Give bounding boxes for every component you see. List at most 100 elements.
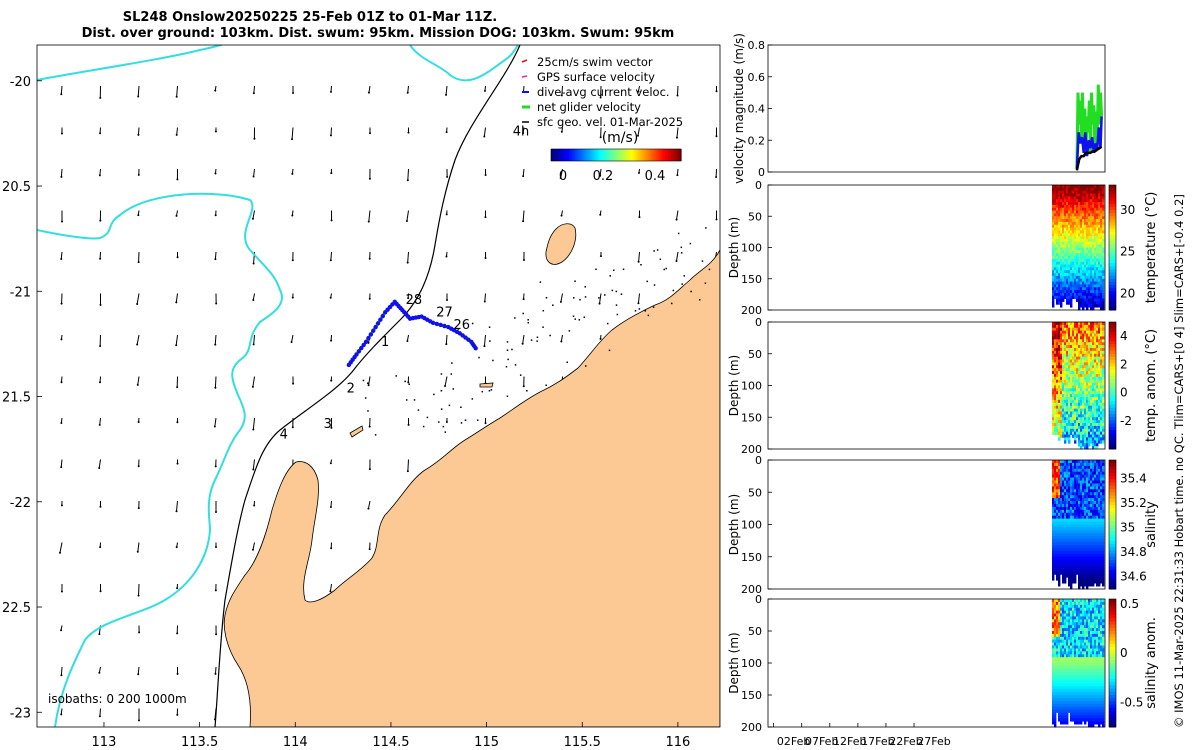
section-cell	[1060, 465, 1063, 470]
section-cell	[1068, 322, 1071, 326]
section-cell	[1060, 553, 1063, 558]
islet	[481, 390, 484, 393]
section-cell	[1078, 408, 1081, 412]
section-cell	[1080, 330, 1083, 334]
section-cell	[1080, 250, 1083, 254]
section-cell	[1082, 301, 1085, 305]
section-cell	[1102, 236, 1105, 240]
section-cell	[1086, 270, 1089, 274]
section-cell	[1080, 674, 1083, 678]
section-cell	[1068, 574, 1071, 578]
section-cell	[1078, 465, 1081, 470]
section-cell	[1068, 471, 1071, 476]
section-cell	[1080, 301, 1083, 305]
section-cell	[1070, 639, 1073, 644]
section-cell	[1084, 568, 1087, 572]
section-cell	[1078, 417, 1081, 421]
section-cell	[1066, 258, 1069, 263]
section-cell	[1074, 440, 1077, 444]
section-cell	[1070, 601, 1073, 606]
section-cell	[1052, 715, 1055, 719]
section-cell	[1088, 480, 1091, 484]
current-vector	[176, 500, 178, 512]
current-vector-head	[368, 257, 371, 260]
section-cell	[1068, 202, 1071, 206]
section-cell	[1080, 553, 1083, 558]
section-cell	[1100, 388, 1103, 392]
section-cell	[1068, 336, 1071, 340]
section-cell	[1080, 425, 1083, 430]
section-cell	[1068, 339, 1071, 343]
section-cell	[1088, 477, 1091, 481]
section-cell	[1060, 199, 1063, 203]
section-cell	[1058, 253, 1061, 257]
current-vector-head	[445, 255, 448, 258]
section-cell	[1092, 533, 1095, 537]
section-cell	[1064, 574, 1067, 578]
current-vector-head	[367, 507, 370, 510]
section-cell	[1058, 379, 1061, 384]
section-cell	[1058, 622, 1061, 626]
section-cell	[1068, 559, 1071, 564]
current-vector	[368, 210, 371, 222]
section-cell	[1096, 465, 1099, 470]
section-cell	[1070, 625, 1073, 629]
section-cell	[1072, 405, 1075, 409]
current-vector-head	[99, 257, 102, 260]
islet	[505, 365, 508, 368]
section-cell	[1100, 347, 1103, 352]
section-cell	[1084, 247, 1087, 251]
section-cell	[1074, 216, 1077, 220]
section-cell	[1084, 190, 1087, 194]
islet	[584, 365, 587, 367]
section-cell	[1058, 607, 1061, 612]
section-cell	[1096, 498, 1099, 502]
section-cell	[1062, 224, 1065, 229]
section-cell	[1074, 295, 1077, 300]
section-cell	[1084, 264, 1087, 268]
section-cell	[1070, 185, 1073, 189]
section-cell	[1102, 342, 1105, 346]
section-cell	[1060, 545, 1063, 549]
section-cell	[1090, 244, 1093, 248]
colorbar-cell	[1109, 423, 1116, 428]
section-cell	[1056, 210, 1059, 214]
section-cell	[1072, 202, 1075, 206]
section-cell	[1076, 204, 1079, 209]
section-cell	[1054, 408, 1057, 412]
section-cell	[1080, 275, 1083, 280]
day-label: 4h	[513, 125, 530, 140]
section-cell	[1076, 250, 1079, 254]
section-cell	[1086, 202, 1089, 206]
section-cell	[1076, 362, 1079, 366]
section-cell	[1072, 474, 1075, 478]
section-cell	[1064, 604, 1067, 609]
section-cell	[1092, 506, 1095, 511]
section-cell	[1052, 385, 1055, 389]
section-cell	[1096, 547, 1099, 552]
section-cell	[1082, 385, 1085, 389]
section-cell	[1100, 562, 1103, 566]
section-cell	[1060, 388, 1063, 392]
section-cell	[1096, 202, 1099, 206]
section-cell	[1066, 639, 1069, 644]
section-cell	[1066, 199, 1069, 203]
section-cell	[1074, 604, 1077, 609]
section-cell	[1094, 221, 1097, 226]
section-cell	[1070, 545, 1073, 549]
section-cell	[1082, 425, 1085, 430]
section-cell	[1100, 477, 1103, 481]
section-cell	[1082, 405, 1085, 409]
section-cell	[1066, 674, 1069, 678]
section-cell	[1082, 342, 1085, 346]
section-cell	[1092, 521, 1095, 525]
section-cell	[1100, 530, 1103, 534]
islet	[584, 286, 586, 288]
section-cell	[1060, 405, 1063, 409]
section-cell	[1074, 373, 1077, 378]
section-cell	[1068, 480, 1071, 484]
section-cell	[1100, 327, 1103, 332]
section-cell	[1072, 250, 1075, 254]
section-cell	[1054, 559, 1057, 564]
section-cell	[1060, 345, 1063, 349]
